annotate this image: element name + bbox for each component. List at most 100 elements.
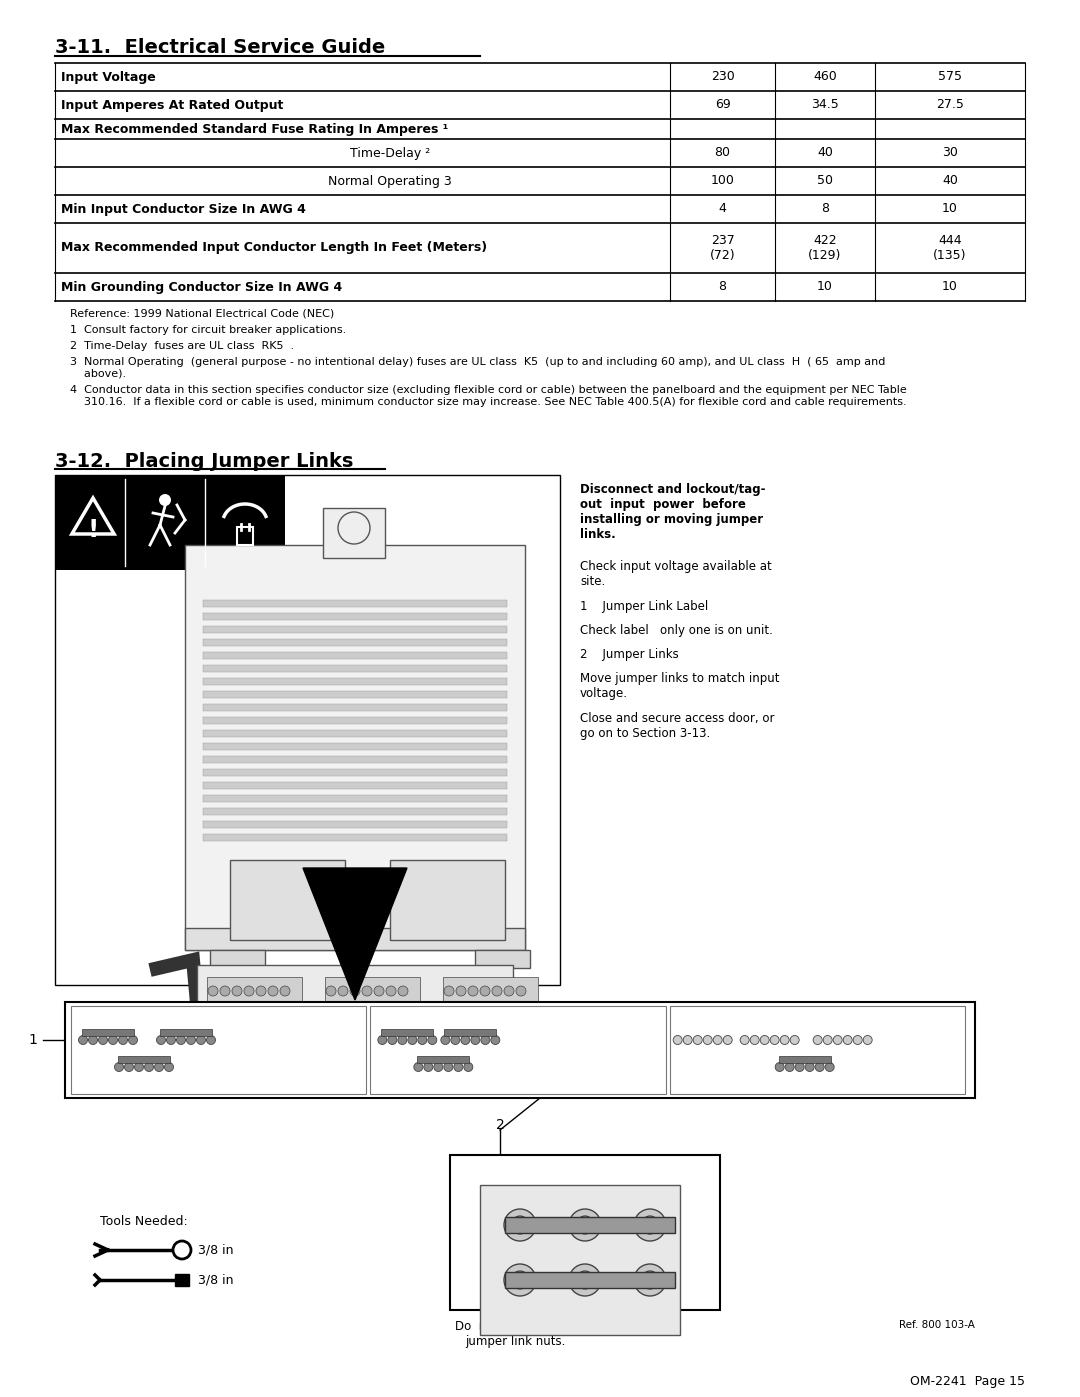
Text: Input Voltage: Input Voltage: [60, 70, 156, 84]
Text: 34.5: 34.5: [811, 99, 839, 112]
Text: Min Grounding Conductor Size In AWG 4: Min Grounding Conductor Size In AWG 4: [60, 281, 342, 293]
Circle shape: [481, 1035, 490, 1045]
Circle shape: [79, 1035, 87, 1045]
Circle shape: [220, 986, 230, 996]
Circle shape: [216, 1032, 224, 1041]
Circle shape: [272, 1030, 288, 1045]
Bar: [71, 1006, 366, 1094]
Circle shape: [463, 1063, 473, 1071]
Bar: [203, 807, 507, 814]
Text: 4: 4: [718, 203, 727, 215]
Bar: [237, 527, 253, 545]
Text: Max Recommended Input Conductor Length In Feet (Meters): Max Recommended Input Conductor Length I…: [60, 242, 487, 254]
Circle shape: [154, 1063, 163, 1071]
Circle shape: [350, 986, 360, 996]
Bar: [203, 613, 507, 620]
Bar: [505, 1273, 675, 1288]
Circle shape: [157, 1035, 165, 1045]
Circle shape: [418, 1035, 427, 1045]
Circle shape: [642, 1215, 659, 1234]
Text: 444: 444: [939, 233, 962, 246]
Circle shape: [511, 1215, 529, 1234]
Text: Normal Operating 3: Normal Operating 3: [328, 175, 451, 187]
Bar: [203, 626, 507, 633]
Circle shape: [569, 1208, 600, 1241]
Bar: [55, 475, 285, 570]
Text: 1    Jumper Link Label: 1 Jumper Link Label: [580, 599, 708, 613]
Text: 40: 40: [818, 147, 833, 159]
Circle shape: [468, 986, 478, 996]
Circle shape: [242, 1030, 258, 1045]
Text: 10: 10: [818, 281, 833, 293]
Text: 575: 575: [939, 70, 962, 84]
Circle shape: [108, 1035, 118, 1045]
Circle shape: [197, 1035, 205, 1045]
Circle shape: [713, 1035, 723, 1045]
Bar: [175, 1274, 189, 1287]
Circle shape: [408, 1035, 417, 1045]
Circle shape: [428, 1035, 436, 1045]
Bar: [203, 743, 507, 750]
Circle shape: [724, 1035, 732, 1045]
Bar: [210, 950, 265, 968]
Bar: [323, 509, 384, 557]
Text: 10: 10: [942, 281, 958, 293]
Bar: [65, 1002, 975, 1098]
Text: !: !: [87, 518, 98, 542]
Text: OM-2241  Page 15: OM-2241 Page 15: [910, 1375, 1025, 1389]
Text: Min Input Conductor Size In AWG 4: Min Input Conductor Size In AWG 4: [60, 203, 306, 215]
Bar: [203, 717, 507, 724]
Circle shape: [863, 1035, 873, 1045]
Circle shape: [268, 986, 278, 996]
Bar: [444, 1030, 497, 1037]
Circle shape: [823, 1035, 833, 1045]
Text: Ref. 800 103-A: Ref. 800 103-A: [900, 1320, 975, 1330]
Circle shape: [461, 1035, 470, 1045]
Circle shape: [256, 986, 266, 996]
Circle shape: [187, 1035, 195, 1045]
Circle shape: [516, 986, 526, 996]
Text: 8: 8: [718, 281, 727, 293]
Circle shape: [399, 986, 408, 996]
Bar: [203, 652, 507, 659]
Text: 575 VOLTS: 575 VOLTS: [784, 1011, 851, 1025]
Text: 50: 50: [816, 175, 833, 187]
Text: 230 VOLTS: 230 VOLTS: [186, 1011, 252, 1025]
Bar: [450, 1155, 720, 1310]
Text: 3-11.  Electrical Service Guide: 3-11. Electrical Service Guide: [55, 38, 386, 57]
Circle shape: [135, 1063, 144, 1071]
Circle shape: [444, 1063, 453, 1071]
Circle shape: [208, 986, 218, 996]
Text: 30: 30: [942, 147, 958, 159]
Text: 3  Normal Operating  (general purpose - no intentional delay) fuses are UL class: 3 Normal Operating (general purpose - no…: [70, 358, 886, 379]
Text: 460 VOLTS: 460 VOLTS: [485, 1011, 552, 1025]
Bar: [203, 665, 507, 672]
Bar: [203, 834, 507, 841]
Bar: [203, 638, 507, 645]
Text: 69: 69: [715, 99, 730, 112]
Bar: [197, 965, 513, 1090]
Bar: [410, 1030, 438, 1051]
Bar: [480, 1185, 680, 1336]
Circle shape: [504, 986, 514, 996]
Circle shape: [511, 1271, 529, 1289]
Circle shape: [471, 1035, 480, 1045]
Circle shape: [504, 1208, 536, 1241]
Text: 3-12.  Placing Jumper Links: 3-12. Placing Jumper Links: [55, 453, 353, 471]
Text: Close and secure access door, or
go on to Section 3-13.: Close and secure access door, or go on t…: [580, 712, 774, 740]
Circle shape: [815, 1063, 824, 1071]
Circle shape: [434, 1063, 443, 1071]
Circle shape: [813, 1035, 822, 1045]
Bar: [203, 599, 507, 608]
Circle shape: [693, 1035, 702, 1045]
Bar: [381, 1030, 433, 1037]
Circle shape: [806, 1063, 814, 1071]
Text: 3/8 in: 3/8 in: [198, 1243, 233, 1256]
Circle shape: [326, 986, 336, 996]
Circle shape: [362, 986, 372, 996]
Bar: [203, 756, 507, 763]
Circle shape: [166, 1035, 175, 1045]
Circle shape: [780, 1035, 789, 1045]
Bar: [230, 861, 345, 940]
Circle shape: [740, 1035, 750, 1045]
